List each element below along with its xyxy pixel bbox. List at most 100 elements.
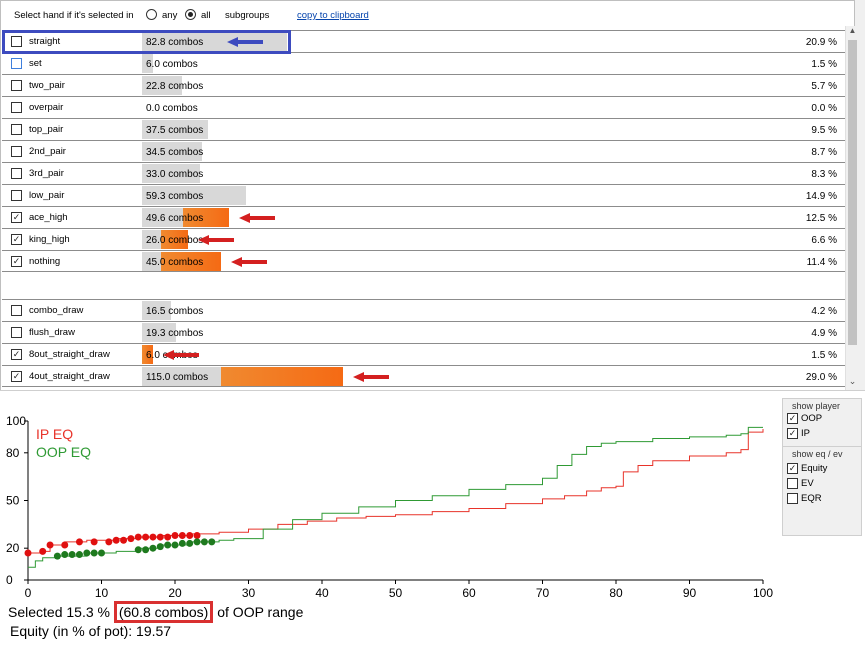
2nd_pair-checkbox[interactable] [11,146,22,157]
row-two_pair[interactable]: two_pair 22.8 combos 5.7 % [2,74,845,96]
combos-count: 49.6 combos [146,213,204,224]
selected-percent-text: Selected 15.3 % [8,604,110,620]
equity-option-label: Equity [801,463,828,475]
row-label: overpair [29,102,64,113]
combos-count: 59.3 combos [146,191,204,202]
row-label: low_pair [29,190,65,201]
ip-selected-point [193,531,201,539]
overpair-checkbox[interactable] [11,102,22,113]
row-4out_straight_draw[interactable]: 4out_straight_draw 115.0 combos 29.0 % [2,365,845,387]
option-oop[interactable]: OOP [787,413,822,424]
row-king_high[interactable]: king_high 26.0 combos 6.6 % [2,228,845,250]
range-percent: 11.4 % [806,257,837,268]
king_high-checkbox[interactable] [11,234,22,245]
scroll-thumb[interactable] [848,40,857,345]
range-percent: 12.5 % [805,213,837,224]
combo_draw-checkbox[interactable] [11,305,22,316]
x-tick-label: 100 [753,586,773,600]
combos-bar [142,186,246,205]
3rd_pair-checkbox[interactable] [11,168,22,179]
ip-checkbox[interactable] [787,428,798,439]
equity-text: Equity (in % of pot): 19.57 [10,623,172,639]
oop-selected-point [83,549,91,557]
radio-all[interactable] [185,9,196,20]
row-label: nothing [29,256,61,267]
range-percent: 20.9 % [805,37,837,48]
combos-count: 26.0 combos [146,235,204,246]
oop-eq-line [28,426,763,568]
eqr-option-label: EQR [801,493,822,505]
blue-arrow-icon [226,37,263,47]
ace_high-checkbox[interactable] [11,212,22,223]
radio-all-label[interactable]: all [201,10,211,21]
ip-selected-point [112,536,120,544]
option-ip[interactable]: IP [787,428,810,439]
ip-selected-point [127,535,135,543]
range-percent: 1.5 % [811,350,837,361]
ip-selected-point [61,541,69,549]
ip-selected-point [105,538,113,546]
combos-bar [142,142,203,161]
y-tick-label: 100 [6,414,26,428]
two_pair-checkbox[interactable] [11,80,22,91]
8out_straight_draw-checkbox[interactable] [11,349,22,360]
oop-selected-point [53,552,61,560]
ip-selected-point [120,536,128,544]
row-ace_high[interactable]: ace_high 49.6 combos 12.5 % [2,206,845,228]
ev-checkbox[interactable] [787,478,798,489]
low_pair-checkbox[interactable] [11,190,22,201]
x-tick-label: 20 [168,586,182,600]
row-label: straight [29,36,61,47]
straight-checkbox[interactable] [11,36,22,47]
row-combo_draw[interactable]: combo_draw 16.5 combos 4.2 % [2,299,845,321]
set-checkbox[interactable] [11,58,22,69]
radio-any-label[interactable]: any [162,10,178,21]
option-equity[interactable]: Equity [787,463,827,474]
ip-selected-point [46,541,54,549]
flush_draw-checkbox[interactable] [11,327,22,338]
row-label: king_high [29,234,70,245]
red-arrow-icon [238,213,275,223]
option-eqr[interactable]: EQR [787,493,822,504]
row-overpair[interactable]: overpair 0.0 combos 0.0 % [2,96,845,118]
ev-option-label: EV [801,478,814,490]
combos-bar [142,323,176,342]
oop-selected-point [156,543,164,551]
x-tick-label: 30 [242,586,256,600]
row-label: 3rd_pair [29,168,64,179]
combos-count: 37.5 combos [146,125,204,136]
y-tick-label: 80 [6,446,20,460]
range-percent: 1.5 % [811,59,837,70]
row-flush_draw[interactable]: flush_draw 19.3 combos 4.9 % [2,321,845,343]
combos-bar [142,164,200,183]
oop-selected-point [149,544,157,552]
4out_straight_draw-checkbox[interactable] [11,371,22,382]
row-straight[interactable]: straight 82.8 combos 20.9 % [2,30,845,52]
row-set[interactable]: set 6.0 combos 1.5 % [2,52,845,74]
show-eq-ev-title: show eq / ev [792,449,843,459]
row-nothing[interactable]: nothing 45.0 combos 11.4 % [2,250,845,272]
oop-checkbox[interactable] [787,413,798,424]
option-ev[interactable]: EV [787,478,814,489]
radio-any[interactable] [146,9,157,20]
row-low_pair[interactable]: low_pair 59.3 combos 14.9 % [2,184,845,206]
range-percent: 14.9 % [805,191,837,202]
scroll-down-chevron-icon[interactable]: ⌄ [848,376,857,386]
x-tick-label: 90 [683,586,697,600]
combos-count: 16.5 combos [146,306,204,317]
combos-count: 19.3 combos [146,328,204,339]
eqr-checkbox[interactable] [787,493,798,504]
top_pair-checkbox[interactable] [11,124,22,135]
nothing-checkbox[interactable] [11,256,22,267]
red-arrow-icon [162,350,199,360]
copy-to-clipboard-link[interactable]: copy to clipboard [297,10,369,21]
equity-checkbox[interactable] [787,463,798,474]
list-scrollbar[interactable]: ▲ ⌄ [845,26,858,390]
row-3rd_pair[interactable]: 3rd_pair 33.0 combos 8.3 % [2,162,845,184]
row-2nd_pair[interactable]: 2nd_pair 34.5 combos 8.7 % [2,140,845,162]
x-tick-label: 40 [315,586,329,600]
scroll-up-arrow-icon[interactable]: ▲ [848,26,857,35]
row-top_pair[interactable]: top_pair 37.5 combos 9.5 % [2,118,845,140]
oop-option-label: OOP [801,413,823,425]
